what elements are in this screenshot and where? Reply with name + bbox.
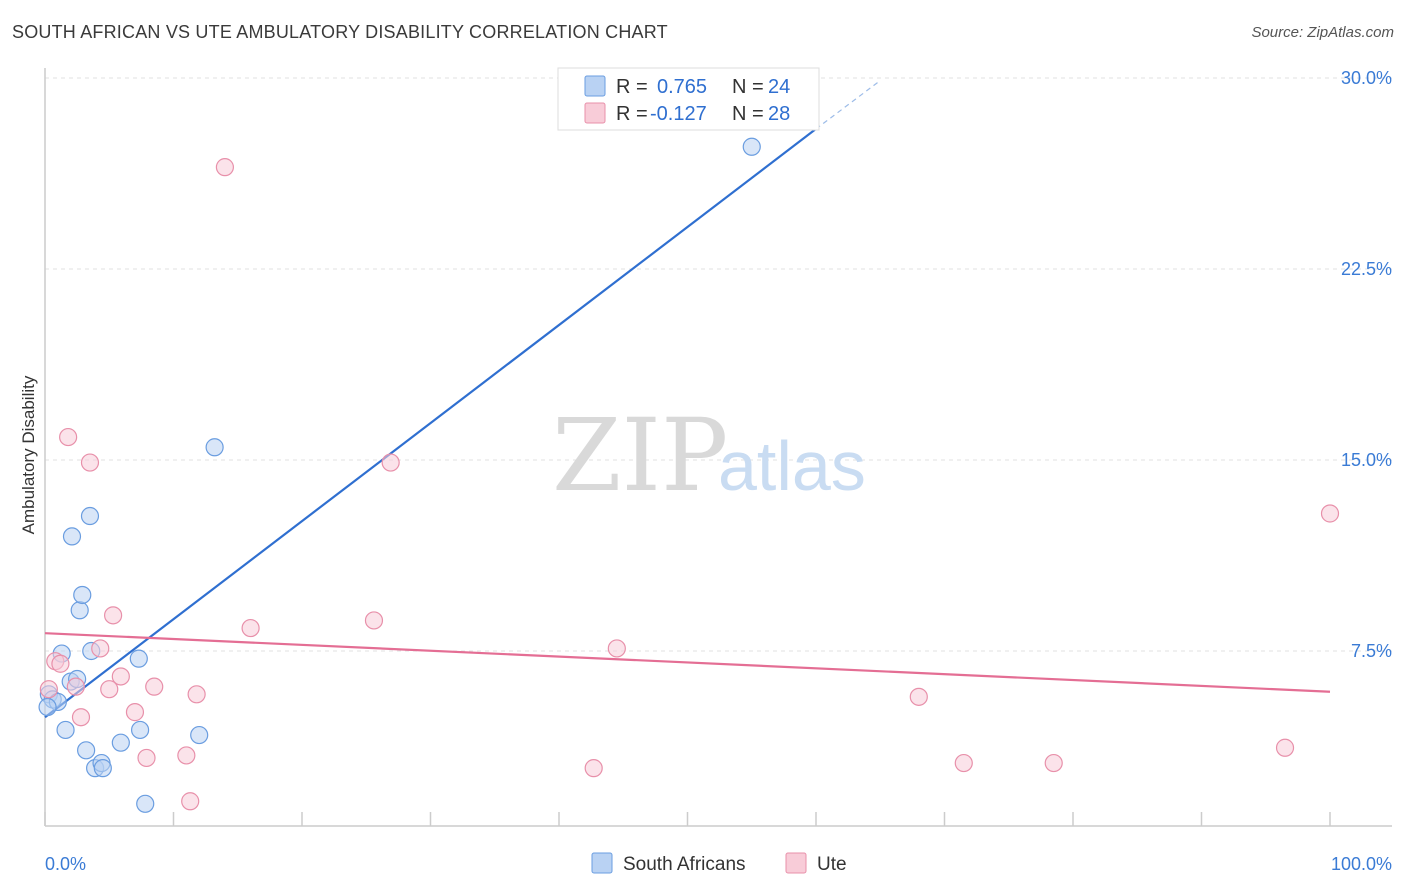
stats-legend: R = 0.765 N = 24 R = -0.127 N = 28 (557, 67, 820, 131)
legend-swatch-ute (584, 102, 606, 124)
trend-line-extension-0 (815, 80, 881, 130)
point-ute-11[interactable] (125, 703, 145, 722)
y-tick-label-3: 30.0% (1341, 68, 1392, 88)
point-south-africans-17[interactable] (129, 649, 148, 668)
point-ute-0[interactable] (39, 680, 58, 699)
chart-title: SOUTH AFRICAN VS UTE AMBULATORY DISABILI… (12, 22, 668, 42)
point-ute-3[interactable] (59, 427, 78, 447)
point-ute-12[interactable] (137, 748, 156, 768)
legend-n-label-1: N = (732, 76, 764, 98)
point-south-africans-8[interactable] (70, 601, 89, 620)
point-ute-13[interactable] (145, 677, 164, 696)
series-legend: South Africans Ute (591, 852, 847, 875)
legend-r-value-2: -0.127 (650, 103, 707, 125)
legend-n-value-2: 28 (768, 103, 790, 125)
point-ute-5[interactable] (71, 708, 91, 727)
point-ute-18[interactable] (241, 618, 260, 638)
data-points (38, 137, 1340, 813)
point-ute-27[interactable] (1320, 504, 1340, 523)
point-ute-24[interactable] (954, 753, 973, 773)
point-south-africans-23[interactable] (38, 697, 57, 717)
y-tick-labels: 7.5% 15.0% 22.5% 30.0% (1341, 68, 1392, 661)
point-ute-21[interactable] (584, 759, 603, 778)
point-ute-20[interactable] (381, 453, 400, 472)
legend-r-label-1: R = (616, 76, 648, 98)
bottom-legend-swatch-south-africans (591, 852, 613, 874)
x-tick-labels: 0.0% 100.0% (45, 854, 1392, 874)
trend-lines (44, 80, 1331, 719)
source-label[interactable]: Source: ZipAtlas.com (1251, 24, 1394, 41)
point-south-africans-18[interactable] (130, 720, 150, 740)
legend-swatch-south-africans (584, 75, 606, 97)
point-ute-8[interactable] (100, 680, 119, 699)
point-south-africans-4[interactable] (56, 720, 75, 740)
point-ute-10[interactable] (111, 667, 130, 686)
point-ute-7[interactable] (91, 639, 110, 658)
y-axis-title: Ambulatory Disability (19, 375, 38, 534)
point-south-africans-15[interactable] (93, 759, 112, 778)
point-south-africans-20[interactable] (190, 725, 209, 745)
point-south-africans-10[interactable] (77, 741, 96, 760)
bottom-legend-swatch-ute (785, 852, 807, 874)
watermark-zip: ZIP (552, 397, 728, 514)
gridlines (45, 77, 1392, 652)
point-ute-19[interactable] (364, 611, 384, 630)
point-south-africans-21[interactable] (205, 438, 224, 457)
point-south-africans-9[interactable] (73, 585, 92, 605)
point-ute-14[interactable] (177, 746, 196, 765)
point-ute-2[interactable] (51, 654, 70, 673)
point-ute-15[interactable] (181, 792, 200, 811)
point-ute-25[interactable] (1044, 753, 1063, 773)
point-ute-26[interactable] (1275, 738, 1295, 757)
point-ute-16[interactable] (187, 685, 206, 704)
watermark-atlas: atlas (718, 427, 866, 505)
bottom-legend-south-africans: South Africans (623, 854, 746, 875)
point-ute-22[interactable] (607, 639, 626, 658)
point-ute-4[interactable] (66, 677, 85, 696)
point-south-africans-16[interactable] (111, 733, 130, 752)
x-tick-label-0: 0.0% (45, 854, 86, 874)
point-south-africans-6[interactable] (62, 527, 82, 546)
bottom-legend-ute: Ute (817, 854, 847, 875)
point-ute-17[interactable] (215, 158, 234, 177)
legend-r-value-1: 0.765 (657, 76, 707, 98)
trend-line-1 (44, 632, 1331, 693)
legend-r-label-2: R = (616, 103, 648, 125)
x-tick-label-1: 100.0% (1331, 854, 1392, 874)
point-south-africans-22[interactable] (742, 137, 761, 156)
point-south-africans-19[interactable] (136, 794, 155, 813)
point-south-africans-11[interactable] (80, 506, 100, 526)
y-tick-label-0: 7.5% (1351, 641, 1392, 661)
y-tick-label-2: 22.5% (1341, 259, 1392, 279)
legend-n-value-1: 24 (768, 76, 790, 98)
y-tick-label-1: 15.0% (1341, 450, 1392, 470)
legend-n-label-2: N = (732, 103, 764, 125)
point-ute-9[interactable] (104, 606, 123, 625)
point-ute-6[interactable] (80, 453, 100, 472)
point-ute-23[interactable] (909, 687, 928, 706)
trend-line-0 (44, 128, 817, 719)
